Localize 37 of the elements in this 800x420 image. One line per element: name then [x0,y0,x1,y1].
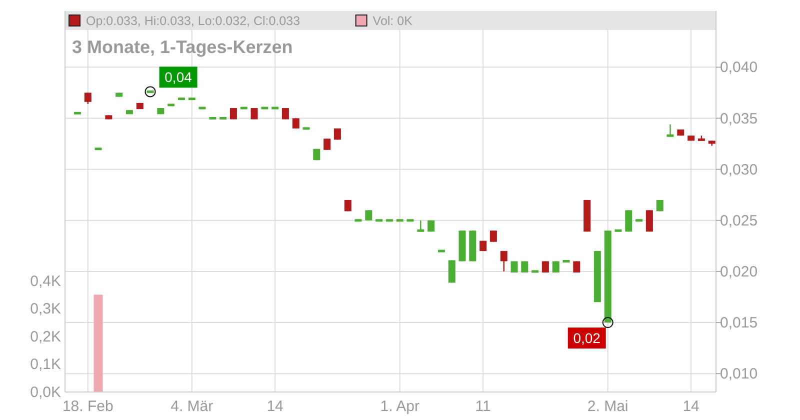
legend-label: Vol: 0K [372,14,414,28]
candlestick [666,124,674,137]
candlestick [625,210,632,232]
y-tick-label: 0,2K [30,328,61,346]
y2-tick-label: 0,030 [720,161,758,178]
y-tick-label: 0,1K [30,356,61,374]
candlestick [500,250,508,272]
y2-tick-label: 0,025 [720,212,758,230]
y2-tick-label: 0,015 [720,314,758,332]
y-tick-label: 0,4K [30,272,61,290]
candlestick [417,220,424,232]
candlestick [365,210,372,221]
candlestick [282,107,289,120]
x-tick-label: 14 [682,398,700,415]
candlestick [448,260,456,284]
annotation: 0,04 [164,69,192,86]
x-tick-label: 14 [266,398,284,415]
candlestick [490,230,497,242]
candlestick [250,107,258,120]
y2-tick-label: 0,035 [720,110,758,128]
candlestick [84,92,92,105]
y-tick-label: 0,0K [30,384,61,401]
y2-tick-label: 0,020 [720,263,758,280]
text: 3 Monate, 1-Tages-Kerzen [72,37,293,57]
y2-tick-label: 0,010 [720,366,758,383]
legend-label: Op:0.033, Hi:0.033, Lo:0.032, Cl:0.033 [86,14,300,28]
candlestick [230,107,237,120]
candlestick [324,138,331,151]
candlestick [646,210,653,232]
x-tick-label: 4. Mär [170,398,214,415]
annotation: 0,02 [573,330,601,346]
x-tick-label: 1. Apr [380,398,420,415]
x-tick-label: 18. Feb [62,398,114,415]
x-tick-label: 2. Mai [587,398,628,415]
y2-tick-label: 0,040 [720,59,758,76]
x-tick-label: 11 [475,398,491,415]
y-tick-label: 0,3K [30,300,61,318]
